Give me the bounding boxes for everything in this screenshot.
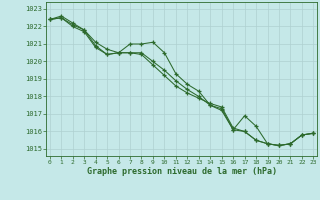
X-axis label: Graphe pression niveau de la mer (hPa): Graphe pression niveau de la mer (hPa) xyxy=(87,167,276,176)
